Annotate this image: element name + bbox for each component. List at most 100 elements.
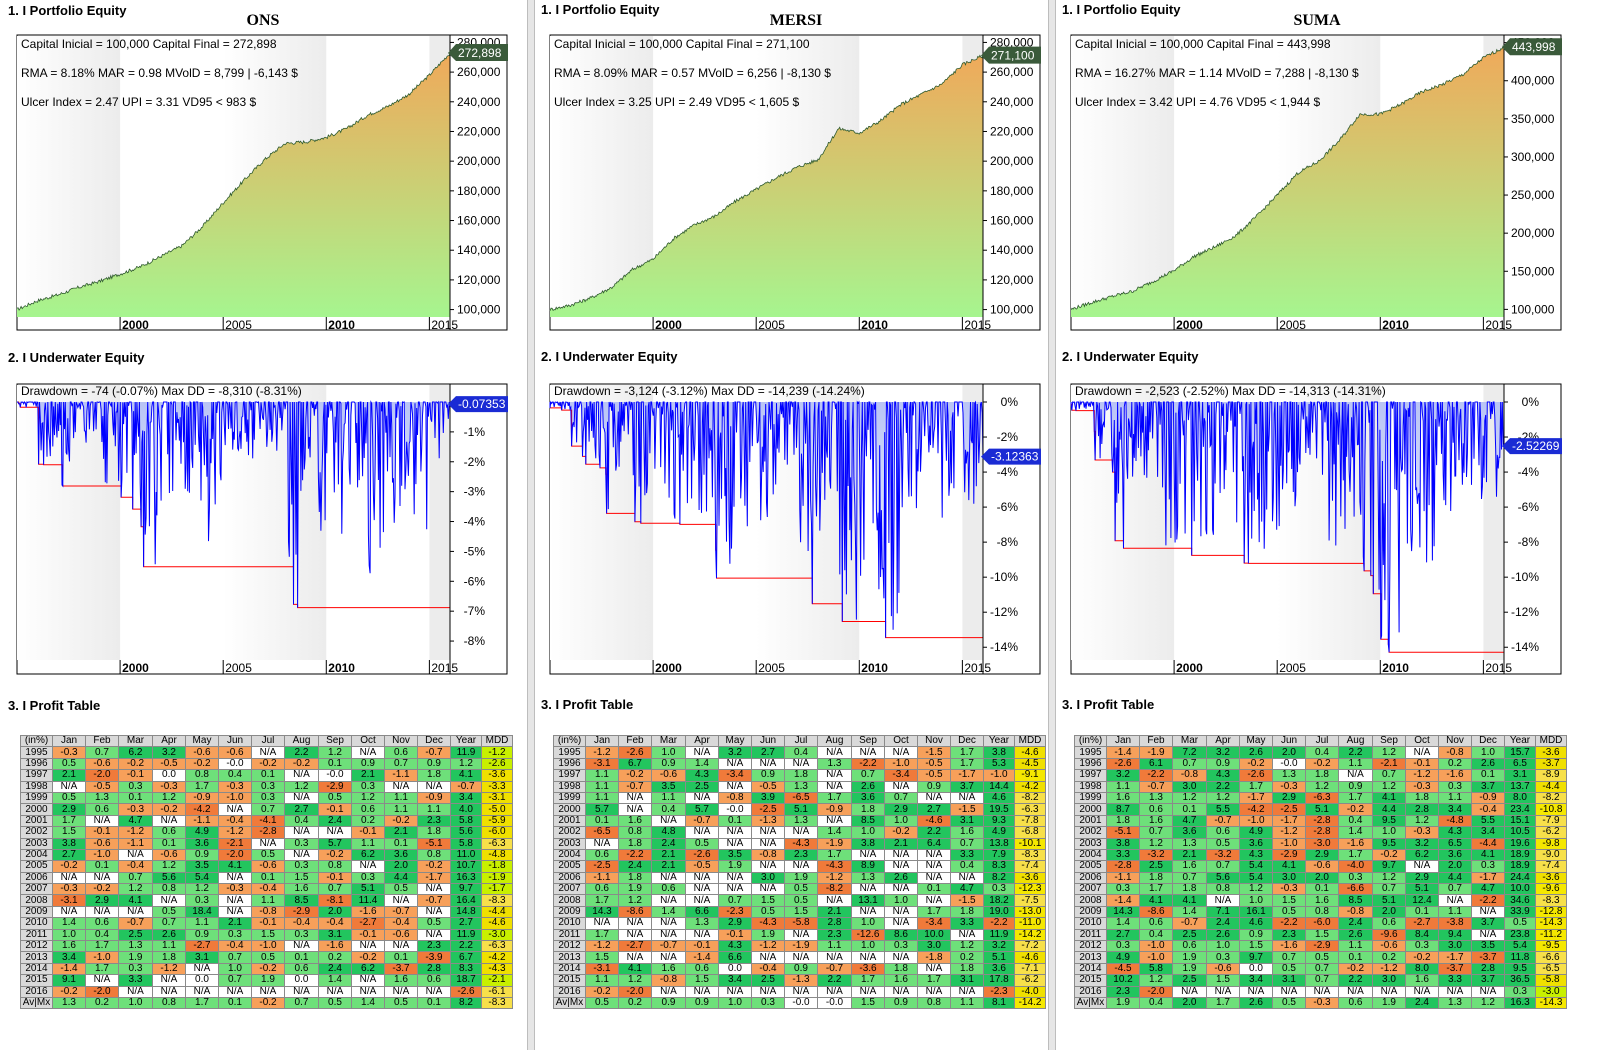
profit-cell: -0.3 <box>152 780 186 793</box>
profit-cell: 0.3 <box>1504 985 1536 999</box>
profit-cell: -1.4 <box>52 962 86 976</box>
profit-cell: 0.3 <box>983 883 1015 896</box>
y-tick-label: -14% <box>1511 640 1539 654</box>
profit-cell: 1.7 <box>1206 996 1240 1010</box>
y-tick-label: -6% <box>464 574 486 588</box>
row-year-label: 1996 <box>20 757 53 771</box>
profit-cell: -0.1 <box>118 769 153 782</box>
profit-cell: 1.8 <box>851 803 885 816</box>
profit-cell: 0.7 <box>1172 757 1207 771</box>
y-tick-label: -1% <box>464 425 486 439</box>
profit-cell: 4.0 <box>450 803 482 816</box>
profit-cell: 0.1 <box>1471 769 1505 782</box>
equity-area <box>1071 46 1504 317</box>
profit-cell: 1.7 <box>1239 780 1273 793</box>
y-tick-label: 100,000 <box>1511 302 1555 316</box>
table-row: 2000 5.7 N/A 0.4 5.7 -0.0 -2.5 5.1 -0.9 1.8 2.9 2.7… <box>553 803 1046 816</box>
profit-cell: 10.0 <box>917 928 951 942</box>
table-row: Av|Mx 1.9 0.4 2.0 1.7 2.6 0.5 -0.3 0.6 1.9 2.4 1.3 1… <box>1074 996 1567 1010</box>
profit-cell: -9.6 <box>1535 883 1567 896</box>
row-year-label: 2009 <box>20 905 53 919</box>
x-tick-label: 2005 <box>758 661 785 675</box>
profit-cell: 9.5 <box>1504 962 1536 976</box>
profit-cell: 0.3 <box>1405 940 1439 953</box>
profit-cell: 0.9 <box>651 757 686 771</box>
profit-cell: -5.8 <box>784 917 818 930</box>
profit-cell: -1.7 <box>417 871 451 885</box>
profit-cell: 0.5 <box>784 894 818 907</box>
profit-cell: -0.7 <box>450 780 482 793</box>
profit-cell: N/A <box>118 848 153 862</box>
profit-cell: 0.7 <box>1372 769 1406 782</box>
profit-cell: 4.3 <box>685 769 719 782</box>
profit-cell: 3.3 <box>118 974 153 987</box>
profit-cell: 0.7 <box>152 917 186 930</box>
profit-cell: N/A <box>685 894 719 907</box>
chart-title: ONS <box>246 12 280 29</box>
profit-cell: -3.6 <box>1535 871 1567 885</box>
profit-cell: -0.4 <box>1471 803 1505 816</box>
profit-table: (in%) Jan Feb Mar Apr May Jun Jul Aug Sep Oct Nov De… <box>1074 734 1567 1010</box>
profit-cell: 3.7 <box>1471 974 1505 987</box>
profit-cell: 0.6 <box>651 883 686 896</box>
profit-cell: 0.9 <box>651 996 686 1010</box>
profit-cell: -2.1 <box>481 974 513 987</box>
profit-cell: N/A <box>284 791 319 805</box>
profit-cell: 0.6 <box>417 974 451 987</box>
profit-cell: N/A <box>884 746 918 759</box>
profit-cell: N/A <box>618 803 652 816</box>
profit-cell: -1.0 <box>85 951 119 964</box>
last-value-label: -2.52269 <box>1512 439 1560 453</box>
profit-cell: -0.2 <box>1372 848 1406 862</box>
profit-cell: -0.2 <box>384 814 418 828</box>
profit-cell: 2.6 <box>1206 928 1240 942</box>
profit-cell: 1.0 <box>118 996 153 1010</box>
profit-cell: 0.9 <box>351 757 385 771</box>
profit-cell: N/A <box>884 951 918 964</box>
profit-cell: -14.2 <box>1014 996 1046 1010</box>
x-tick-label: 2015 <box>964 661 991 675</box>
profit-cell: 3.0 <box>917 940 951 953</box>
profit-cell: 2.7 <box>917 803 951 816</box>
profit-cell: -0.1 <box>1405 757 1439 771</box>
row-year-label: 2009 <box>1074 905 1107 919</box>
profit-cell: N/A <box>284 848 319 862</box>
profit-cell: 0.4 <box>284 814 319 828</box>
profit-cell: N/A <box>318 826 352 839</box>
profit-cell: 2.9 <box>1305 848 1339 862</box>
profit-cell: -0.3 <box>1405 780 1439 793</box>
row-year-label: 2006 <box>1074 871 1107 885</box>
row-year-label: 1996 <box>553 757 586 771</box>
row-year-label: 2013 <box>1074 951 1107 964</box>
profit-cell: N/A <box>52 905 86 919</box>
profit-cell: 19.5 <box>983 803 1015 816</box>
profit-cell: 1.7 <box>950 757 984 771</box>
profit-cell: -14.3 <box>1535 996 1567 1010</box>
row-year-label: 2003 <box>1074 837 1107 850</box>
profit-cell: -4.5 <box>1106 962 1140 976</box>
profit-cell: N/A <box>685 928 719 942</box>
profit-cell: 1.8 <box>950 962 984 976</box>
profit-cell: 1.5 <box>1305 928 1339 942</box>
section-title-equity: 1. I Portfolio Equity <box>8 3 127 18</box>
profit-cell: -1.2 <box>585 746 619 759</box>
profit-cell: 16.4 <box>450 894 482 907</box>
row-year-label: 2011 <box>1074 928 1107 942</box>
table-row: 2013 4.9 -1.0 1.9 0.3 9.7 0.7 0.5 0.1 0.2 -0.2 -1.7… <box>1074 951 1567 964</box>
x-tick-label: 2000 <box>655 318 682 332</box>
profit-cell: 24.4 <box>1504 871 1536 885</box>
underwater-chart: 0%-2%-4%-6%-8%-10%-12%-14%2000 2005 2010 20… <box>1070 383 1562 675</box>
profit-cell: 0.8 <box>1206 883 1240 896</box>
profit-cell: N/A <box>950 985 984 999</box>
profit-cell: N/A <box>851 746 885 759</box>
drawdown-stats: Drawdown = -2,523 (-2.52%) Max DD = -14,… <box>1075 384 1386 398</box>
profit-cell: N/A <box>851 905 885 919</box>
profit-cell: -0.2 <box>52 985 86 999</box>
profit-cell: 0.4 <box>651 803 686 816</box>
profit-cell: N/A <box>950 871 984 885</box>
profit-cell: 2.2 <box>817 974 852 987</box>
profit-cell: -0.5 <box>917 757 951 771</box>
profit-cell: 7.9 <box>983 848 1015 862</box>
panel-separator <box>527 0 535 1050</box>
row-year-label: 2011 <box>553 928 586 942</box>
